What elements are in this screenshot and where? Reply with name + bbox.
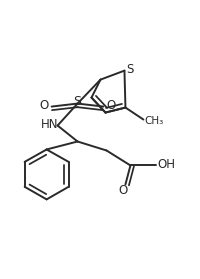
Text: O: O	[106, 99, 116, 112]
Text: S: S	[125, 62, 132, 76]
Text: HN: HN	[41, 118, 58, 131]
Text: CH₃: CH₃	[144, 116, 163, 126]
Text: O: O	[39, 99, 48, 112]
Text: S: S	[73, 95, 81, 109]
Text: O: O	[118, 184, 127, 197]
Text: OH: OH	[156, 158, 174, 171]
